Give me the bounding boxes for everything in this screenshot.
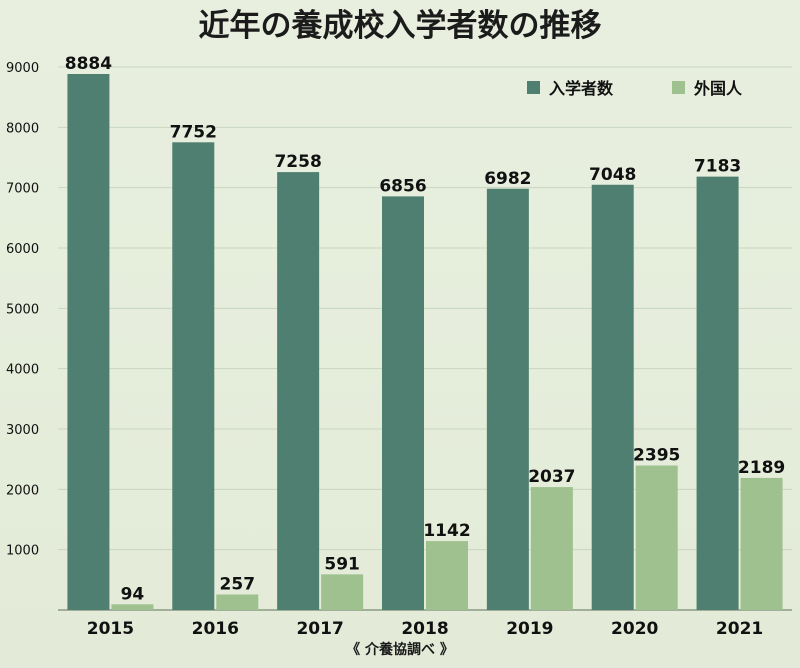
data-label: 591 <box>324 554 360 574</box>
y-tick-label: 2000 <box>6 483 39 498</box>
bar-foreign-2017 <box>321 574 364 610</box>
data-label: 7258 <box>274 152 321 172</box>
legend-label: 外国人 <box>693 79 743 98</box>
data-label: 94 <box>121 584 145 604</box>
y-tick-label: 3000 <box>6 423 39 438</box>
data-label: 6856 <box>379 176 426 196</box>
data-label: 257 <box>220 574 256 594</box>
y-tick-label: 7000 <box>6 182 39 197</box>
x-tick-label: 2015 <box>87 619 134 639</box>
data-label: 2037 <box>528 467 575 487</box>
source-note: 《 介養協調べ 》 <box>346 641 454 658</box>
legend-label: 入学者数 <box>549 79 614 98</box>
data-label: 2189 <box>738 458 785 478</box>
bar-enrollment-2016 <box>172 142 215 610</box>
x-tick-label: 2017 <box>296 619 343 639</box>
data-label: 7752 <box>170 122 217 142</box>
data-label: 2395 <box>633 446 680 466</box>
bar-enrollment-2018 <box>382 196 424 610</box>
y-tick-label: 1000 <box>6 544 39 559</box>
legend-swatch <box>672 81 685 94</box>
data-label: 8884 <box>65 54 112 74</box>
bar-enrollment-2017 <box>277 172 320 611</box>
x-tick-label: 2020 <box>611 619 658 639</box>
x-tick-label: 2016 <box>192 619 239 639</box>
x-tick-label: 2019 <box>506 619 553 639</box>
data-label: 6982 <box>484 169 531 189</box>
y-tick-label: 5000 <box>6 302 39 317</box>
data-label: 1142 <box>423 521 470 541</box>
labels-layer: 1000 2000 3000 4000 5000 6000 7000 8000 9000 8884… <box>6 54 785 639</box>
bar-enrollment-2021 <box>696 176 739 610</box>
y-tick-label: 8000 <box>6 121 39 136</box>
y-tick-label: 6000 <box>6 242 39 257</box>
bar-foreign-2015 <box>111 604 154 610</box>
bar-foreign-2016 <box>216 594 259 610</box>
data-label: 7048 <box>589 165 636 185</box>
y-tick-label: 9000 <box>6 61 39 76</box>
legend: 入学者数 外国人 <box>527 79 743 98</box>
bar-foreign-2020 <box>635 465 678 610</box>
bar-enrollment-2019 <box>486 188 529 610</box>
bar-foreign-2019 <box>530 487 573 610</box>
bars-layer <box>67 73 783 611</box>
bar-foreign-2018 <box>426 541 468 610</box>
data-label: 7183 <box>694 157 741 177</box>
y-tick-label: 4000 <box>6 363 39 378</box>
x-tick-label: 2021 <box>716 619 763 639</box>
bar-enrollment-2020 <box>591 184 634 610</box>
chart-title: 近年の養成校入学者数の推移 <box>199 8 602 44</box>
legend-swatch <box>527 81 540 94</box>
x-tick-label: 2018 <box>401 619 448 639</box>
bar-foreign-2021 <box>740 477 783 610</box>
bar-enrollment-2015 <box>67 73 110 611</box>
